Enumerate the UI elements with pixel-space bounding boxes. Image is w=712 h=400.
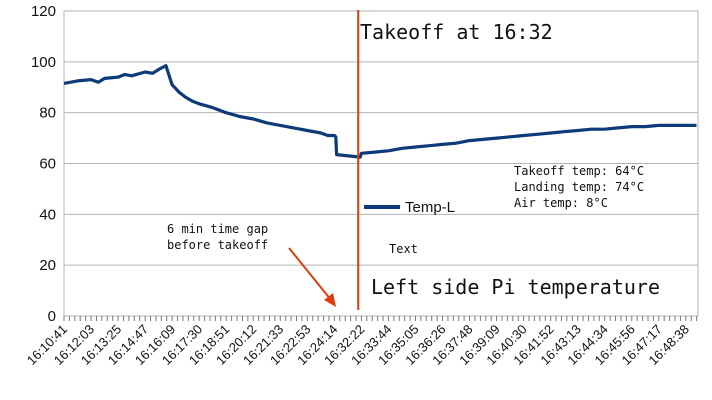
takeoff-title: Takeoff at 16:32 bbox=[360, 20, 553, 44]
gap-arrowhead bbox=[324, 293, 336, 307]
y-axis: 0 20 40 60 80 100 120 bbox=[31, 3, 56, 325]
grid-lines bbox=[63, 10, 699, 317]
y-tick-label: 120 bbox=[31, 3, 56, 20]
takeoff-temp-note: Takeoff temp: 64°C bbox=[514, 164, 644, 178]
legend: Temp-L bbox=[364, 199, 455, 216]
y-tick-label: 0 bbox=[48, 308, 56, 325]
series-line-temp-l bbox=[63, 63, 697, 159]
y-tick-label: 20 bbox=[39, 257, 56, 274]
x-axis: 16:10:4116:12:0316:13:2516:14:4716:16:09… bbox=[24, 316, 698, 368]
landing-temp-note: Landing temp: 74°C bbox=[514, 180, 644, 194]
bottom-title: Left side Pi temperature bbox=[371, 275, 660, 299]
gap-note-line1: 6 min time gap bbox=[167, 222, 268, 236]
gap-note-line2: before takeoff bbox=[167, 238, 268, 252]
placeholder-text: Text bbox=[389, 242, 418, 256]
y-tick-label: 100 bbox=[31, 54, 56, 71]
legend-label-temp-l: Temp-L bbox=[405, 199, 455, 216]
y-tick-label: 40 bbox=[39, 206, 56, 223]
y-tick-label: 80 bbox=[39, 105, 56, 122]
gap-arrow bbox=[288, 247, 332, 301]
y-tick-label: 60 bbox=[39, 156, 56, 173]
series-layer bbox=[63, 63, 697, 159]
air-temp-note: Air temp: 8°C bbox=[514, 196, 608, 210]
